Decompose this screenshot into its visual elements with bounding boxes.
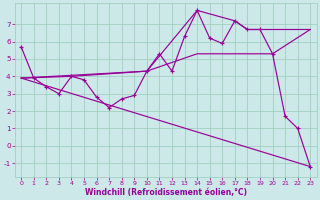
X-axis label: Windchill (Refroidissement éolien,°C): Windchill (Refroidissement éolien,°C) (85, 188, 247, 197)
